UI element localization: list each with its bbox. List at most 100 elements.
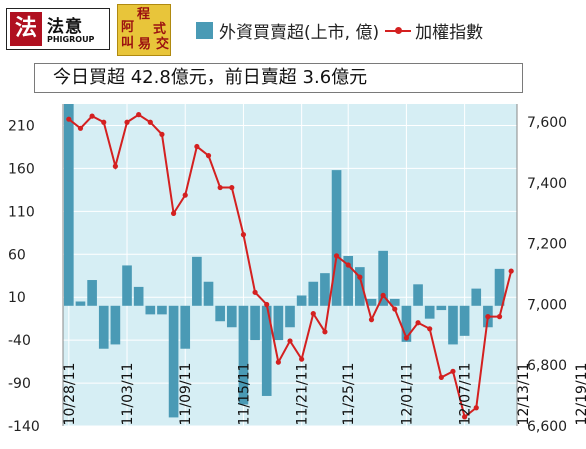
- bar: [98, 305, 109, 349]
- bar: [122, 265, 132, 306]
- bar: [180, 305, 191, 349]
- bar: [296, 295, 307, 306]
- logo2-char: 阿: [121, 20, 135, 35]
- bar: [459, 305, 470, 336]
- bar: [320, 273, 330, 306]
- x-tick-label: 12/19/11: [574, 363, 586, 426]
- bar: [87, 280, 97, 306]
- right-tick-label: 7,200: [527, 237, 567, 253]
- bar: [64, 104, 74, 306]
- left-tick-label: -90: [8, 376, 31, 392]
- index-point: [473, 405, 479, 411]
- index-point: [310, 311, 316, 317]
- left-tick-label: 210: [8, 118, 35, 134]
- index-point: [392, 306, 398, 312]
- index-point: [159, 131, 165, 137]
- chart-header: 法 法意 PHIGROUP 程 式 交 阿 叫 易 外資買賣超(上市, 億) 加…: [0, 0, 586, 62]
- index-point: [299, 356, 305, 362]
- phigroup-logo-sub: PHIGROUP: [47, 35, 95, 44]
- index-point: [240, 232, 247, 238]
- right-tick-label: 7,400: [527, 176, 567, 192]
- bar: [133, 286, 144, 306]
- legend-bar-swatch: [196, 21, 213, 39]
- bar: [226, 305, 237, 328]
- x-tick-label: 11/25/11: [341, 363, 357, 426]
- bar: [471, 288, 482, 306]
- summary-note: 今日買超 42.8億元，前日賣超 3.6億元: [34, 63, 523, 93]
- logo2-char: 易: [138, 37, 152, 52]
- bar: [238, 305, 249, 405]
- bar: [308, 281, 319, 306]
- bar: [436, 305, 447, 311]
- index-point: [333, 253, 340, 259]
- index-point: [77, 125, 84, 131]
- bar: [250, 305, 260, 341]
- bar: [448, 305, 458, 345]
- left-tick-label: 160: [8, 161, 35, 177]
- x-tick-label: 12/01/11: [399, 363, 415, 426]
- bar: [192, 256, 202, 306]
- legend-line-label: 加權指數: [415, 22, 484, 43]
- chart-legend: 外資買賣超(上市, 億) 加權指數: [196, 16, 483, 44]
- index-point: [147, 119, 153, 125]
- bar: [203, 281, 214, 306]
- bar: [389, 298, 400, 306]
- program-trading-logo: 程 式 交 阿 叫 易: [117, 4, 171, 56]
- phigroup-logo-name: 法意: [47, 17, 83, 37]
- x-tick-label: 11/03/11: [120, 363, 136, 426]
- phigroup-logo-mark: 法: [10, 12, 42, 46]
- x-tick-label: 10/28/11: [62, 363, 78, 426]
- bar: [401, 305, 412, 342]
- x-tick-label: 11/21/11: [295, 363, 311, 426]
- index-point: [415, 320, 421, 326]
- index-point: [112, 163, 118, 169]
- bar: [378, 250, 388, 306]
- index-point: [438, 374, 444, 380]
- right-tick-label: 6,800: [527, 358, 567, 374]
- index-point: [357, 274, 363, 280]
- logo2-char: 程: [137, 7, 151, 22]
- bar: [75, 301, 86, 306]
- index-point: [403, 335, 410, 341]
- index-point: [508, 268, 514, 274]
- index-point: [462, 414, 468, 420]
- right-tick-label: 7,000: [527, 297, 567, 313]
- left-tick-label: 60: [8, 247, 26, 263]
- index-point: [496, 314, 503, 320]
- index-point: [345, 262, 351, 268]
- index-point: [427, 326, 433, 332]
- bar: [355, 267, 365, 306]
- right-tick-label: 7,600: [527, 115, 567, 131]
- index-point: [322, 329, 328, 335]
- bar: [168, 305, 179, 418]
- index-point: [252, 289, 258, 295]
- index-point: [264, 301, 270, 308]
- plot-area: [63, 104, 517, 426]
- bar: [331, 170, 342, 306]
- index-point: [136, 112, 142, 118]
- index-point: [170, 210, 177, 216]
- legend-line-swatch: [385, 22, 412, 39]
- left-tick-label: -40: [8, 333, 31, 349]
- legend-bar-label: 外資買賣超(上市, 億): [219, 22, 380, 43]
- index-point: [194, 143, 200, 150]
- bar: [343, 255, 354, 306]
- index-point: [182, 192, 188, 198]
- index-point: [287, 338, 293, 344]
- x-tick-label: 11/09/11: [178, 363, 194, 426]
- left-tick-label: -140: [8, 419, 40, 435]
- index-point: [368, 317, 375, 323]
- index-point: [485, 314, 491, 320]
- index-point: [124, 119, 130, 125]
- x-tick-label: 12/07/11: [458, 363, 474, 426]
- bar: [424, 305, 435, 319]
- bar: [494, 268, 505, 306]
- index-point: [275, 359, 281, 365]
- index-point: [217, 184, 223, 191]
- index-point: [89, 113, 95, 119]
- bar: [157, 305, 167, 315]
- index-point: [205, 153, 212, 159]
- index-point: [450, 368, 456, 374]
- bar: [285, 305, 295, 328]
